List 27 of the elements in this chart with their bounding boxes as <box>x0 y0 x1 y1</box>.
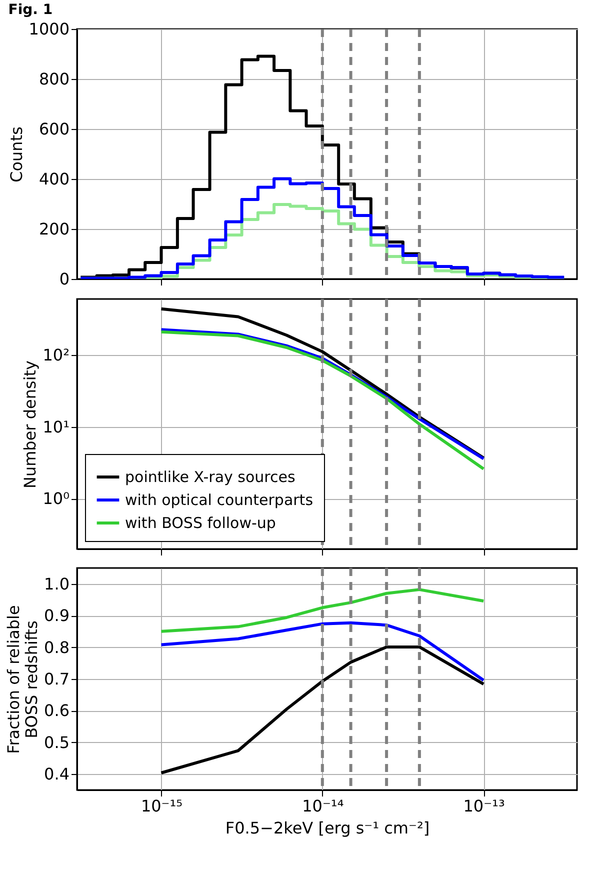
y-axis-title: Number density <box>20 360 40 489</box>
x-tick-label: 10⁻¹⁵ <box>140 796 183 816</box>
y-tick-label: 600 <box>38 120 70 138</box>
y-axis-title: Counts <box>6 126 26 182</box>
y-tick-label: 0.5 <box>44 732 70 752</box>
y-tick-label: 0.4 <box>44 764 70 784</box>
y-axis-title: Fraction of reliable BOSS redshifts <box>4 605 42 754</box>
y-tick-label: 10¹ <box>42 417 70 436</box>
y-tick-label: 400 <box>38 170 70 188</box>
x-tick-label: 10⁻¹⁴ <box>302 796 344 816</box>
chart-title: Fig. 1 <box>8 2 53 18</box>
y-tick-label: 200 <box>38 220 70 238</box>
y-tick-label: 10⁰ <box>42 489 70 508</box>
y-tick-label: 10² <box>42 345 70 364</box>
legend-label: with BOSS follow-up <box>125 514 276 532</box>
y-tick-label: 0.6 <box>44 701 70 720</box>
y-tick-label: 1000 <box>28 20 70 38</box>
y-tick-label: 800 <box>38 70 70 88</box>
y-tick-label: 0.8 <box>44 638 70 657</box>
y-tick-label: 0.9 <box>44 606 70 626</box>
x-axis-title: F0.5−2keV [erg s⁻¹ cm⁻²] <box>225 818 430 838</box>
x-tick-label: 10⁻¹³ <box>463 796 505 816</box>
legend-label: with optical counterparts <box>125 491 314 509</box>
y-tick-label: 1.0 <box>44 574 70 594</box>
legend-label: pointlike X-ray sources <box>125 468 296 486</box>
y-tick-label: 0.7 <box>44 670 70 688</box>
y-tick-label: 0 <box>59 270 70 288</box>
